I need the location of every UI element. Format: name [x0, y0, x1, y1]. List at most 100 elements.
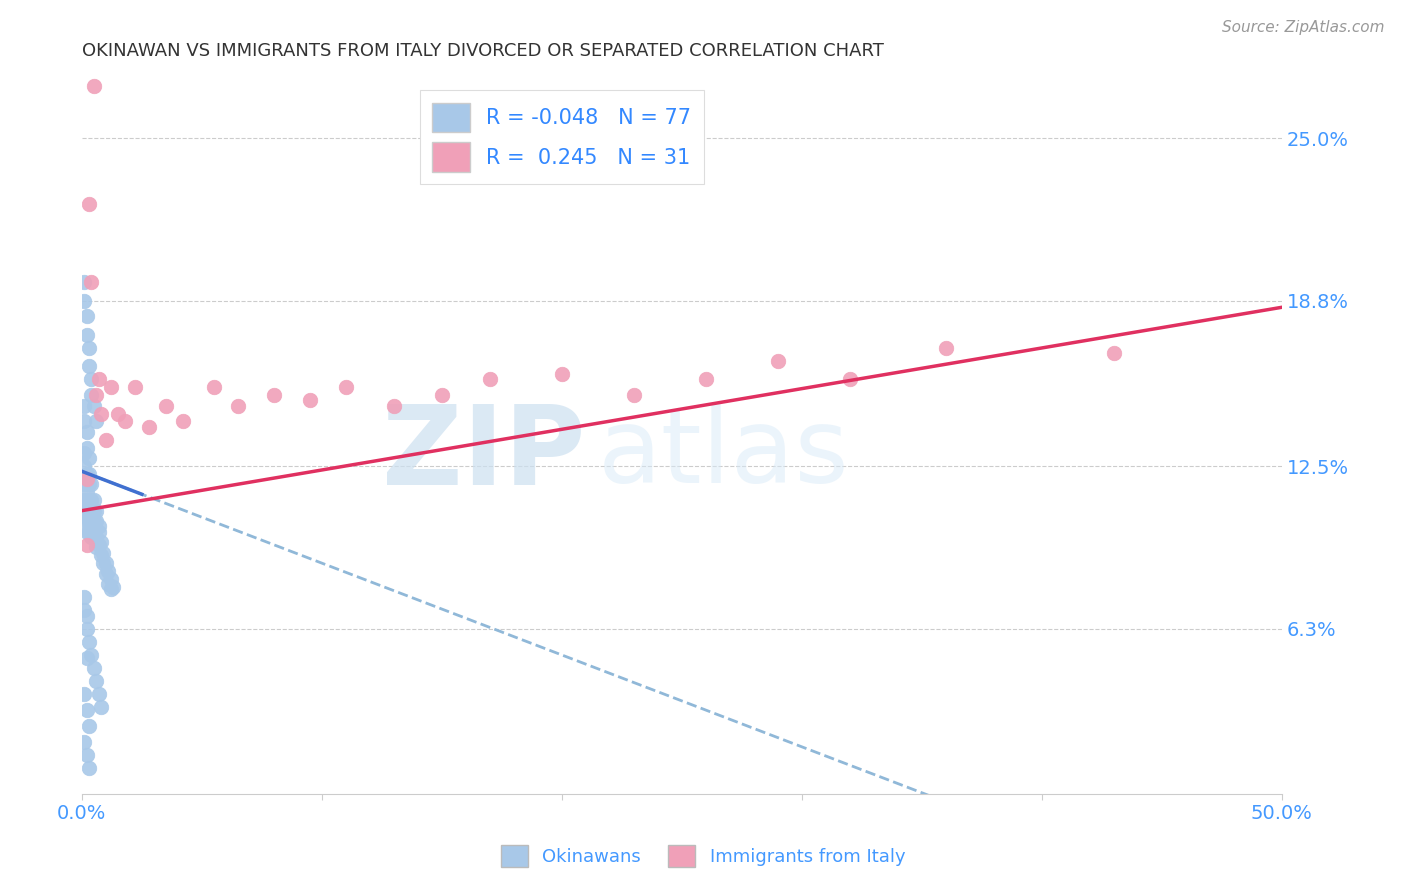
Text: Source: ZipAtlas.com: Source: ZipAtlas.com: [1222, 20, 1385, 35]
Point: [80, 276, 103, 290]
Point: [90, 535, 112, 549]
Text: ZIP: ZIP: [382, 401, 586, 508]
Point: [76, 514, 98, 528]
Point: [551, 368, 574, 382]
Point: [76, 650, 98, 665]
Point: [155, 399, 177, 413]
Point: [335, 380, 357, 394]
Point: [76, 310, 98, 324]
Point: [76, 485, 98, 500]
Point: [382, 399, 405, 413]
Point: [94, 433, 117, 447]
Point: [73, 399, 96, 413]
Point: [84, 414, 107, 428]
Point: [83, 399, 105, 413]
Point: [478, 372, 501, 386]
Point: [84, 541, 107, 555]
Point: [90, 407, 112, 421]
Text: OKINAWAN VS IMMIGRANTS FROM ITALY DIVORCED OR SEPARATED CORRELATION CHART: OKINAWAN VS IMMIGRANTS FROM ITALY DIVORC…: [82, 42, 884, 60]
Point: [94, 566, 117, 581]
Point: [93, 556, 115, 570]
Point: [263, 388, 285, 402]
Point: [73, 734, 96, 748]
Point: [77, 477, 100, 491]
Point: [77, 451, 100, 466]
Point: [97, 577, 120, 591]
Point: [76, 425, 98, 439]
Point: [73, 458, 96, 473]
Point: [73, 477, 96, 491]
Point: [935, 341, 957, 355]
Point: [77, 503, 100, 517]
Point: [100, 380, 122, 394]
Legend: Okinawans, Immigrants from Italy: Okinawans, Immigrants from Italy: [494, 838, 912, 874]
Point: [766, 354, 789, 368]
Point: [73, 414, 96, 428]
Point: [73, 591, 96, 605]
Point: [87, 538, 110, 552]
Point: [84, 388, 107, 402]
Point: [94, 556, 117, 570]
Point: [87, 519, 110, 533]
Point: [84, 530, 107, 544]
Point: [73, 493, 96, 508]
Point: [90, 548, 112, 562]
Point: [73, 293, 96, 308]
Point: [77, 196, 100, 211]
Y-axis label: Divorced or Separated: Divorced or Separated: [0, 332, 8, 535]
Point: [76, 608, 98, 623]
Point: [80, 514, 103, 528]
Point: [76, 538, 98, 552]
Point: [76, 467, 98, 481]
Point: [77, 761, 100, 775]
Point: [76, 747, 98, 762]
Point: [1102, 346, 1125, 360]
Point: [202, 380, 225, 394]
Point: [80, 493, 103, 508]
Point: [83, 78, 105, 93]
Point: [76, 703, 98, 717]
Point: [77, 467, 100, 481]
Text: atlas: atlas: [598, 404, 849, 506]
Point: [80, 477, 103, 491]
Point: [83, 514, 105, 528]
Point: [77, 493, 100, 508]
Point: [695, 372, 717, 386]
Point: [76, 503, 98, 517]
Point: [73, 687, 96, 701]
Point: [84, 503, 107, 517]
Point: [138, 419, 160, 434]
Point: [83, 503, 105, 517]
Point: [80, 372, 103, 386]
Point: [77, 359, 100, 374]
Point: [76, 493, 98, 508]
Point: [226, 399, 249, 413]
Point: [101, 580, 124, 594]
Point: [76, 477, 98, 491]
Point: [87, 372, 110, 386]
Point: [623, 388, 645, 402]
Point: [87, 524, 110, 539]
Point: [80, 648, 103, 662]
Point: [97, 564, 120, 578]
Point: [298, 393, 321, 408]
Point: [76, 622, 98, 636]
Point: [93, 546, 115, 560]
Point: [80, 530, 103, 544]
Point: [76, 472, 98, 486]
Point: [100, 582, 122, 597]
Legend: R = -0.048   N = 77, R =  0.245   N = 31: R = -0.048 N = 77, R = 0.245 N = 31: [420, 90, 704, 185]
Point: [84, 674, 107, 689]
Point: [84, 514, 107, 528]
Point: [73, 503, 96, 517]
Point: [77, 341, 100, 355]
Point: [73, 446, 96, 460]
Point: [73, 603, 96, 617]
Point: [83, 661, 105, 675]
Point: [114, 414, 136, 428]
Point: [124, 380, 146, 394]
Point: [77, 635, 100, 649]
Point: [77, 524, 100, 539]
Point: [83, 493, 105, 508]
Point: [80, 388, 103, 402]
